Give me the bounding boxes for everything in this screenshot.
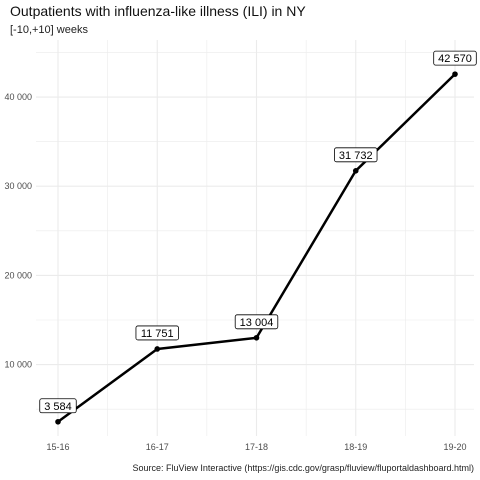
series [55,71,458,425]
data-label: 42 570 [438,53,472,65]
data-label: 11 751 [141,328,174,340]
data-label-box [135,325,179,341]
data-label-box [39,398,77,414]
x-tick-label: 16-17 [146,442,169,452]
x-tick-label: 19-20 [443,442,466,452]
data-point [352,167,359,174]
data-label-box [234,314,279,330]
data-point [253,334,260,341]
data-labels: 3 584 11 751 13 004 31 732 42 570 [39,50,477,414]
data-point [452,71,458,77]
chart-caption: Source: FluView Interactive (https://gis… [132,463,475,473]
grid [36,40,474,436]
axis-labels: 10 000 20 000 30 000 40 000 15-16 16-17 17-18 1… [4,92,466,452]
data-label-box [334,147,378,163]
y-tick-label: 20 000 [4,270,32,280]
data-label-box [433,50,477,66]
chart-title: Outpatients with influenza-like illness … [10,3,306,19]
y-tick-label: 40 000 [4,92,32,102]
data-label: 31 732 [339,150,373,162]
data-label: 3 584 [44,401,72,413]
chart-subtitle: [-10,+10] weeks [10,24,88,36]
y-tick-label: 10 000 [4,360,32,370]
data-point [154,346,161,352]
data-point [55,418,61,425]
y-tick-label: 30 000 [4,181,32,191]
x-tick-label: 17-18 [245,442,268,452]
data-label: 13 004 [240,317,274,329]
x-tick-label: 18-19 [344,442,367,452]
x-tick-label: 15-16 [46,442,69,452]
